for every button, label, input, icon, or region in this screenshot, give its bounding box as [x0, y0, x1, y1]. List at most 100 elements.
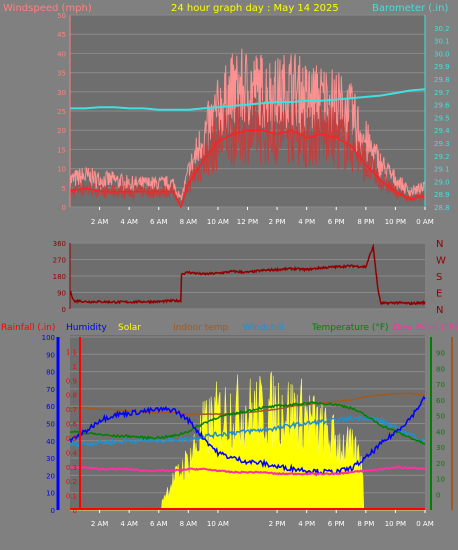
- temperature-tick-label: 30: [436, 444, 445, 452]
- temp-panel-series: [69, 371, 426, 511]
- temperature-line: [69, 401, 426, 445]
- humidity-tick-label: 90: [46, 351, 55, 359]
- barometer-tick-label: 30.2: [434, 25, 450, 33]
- temperature-tick-label: 90: [436, 350, 445, 358]
- barometer-tick-label: 29.2: [434, 153, 450, 161]
- temp-x-tick-label: 4 AM: [120, 520, 138, 528]
- wind-tick-label: 25: [57, 108, 66, 116]
- dewpoint-line: [69, 465, 426, 476]
- direction-tick-label: 0: [62, 306, 66, 314]
- humidity-tick-label: 60: [46, 403, 55, 411]
- barometer-tick-label: 28.8: [434, 204, 450, 212]
- compass-label: W: [436, 256, 446, 267]
- temp-x-tick-label: 0 AM: [416, 520, 434, 528]
- temp-x-ticks: 2 AM 4 AM 6 AM 8 AM 10 AM 2 PM 4 PM 6 PM 8 PM 10 …: [91, 510, 434, 528]
- wind-x-tick-label: 8 PM: [357, 218, 374, 226]
- direction-tick-label: 180: [53, 273, 66, 281]
- temperature-tick-label: 10: [436, 476, 445, 484]
- temperature-tick-label: 40: [436, 428, 445, 436]
- rainfall-tick-label: 1.1: [66, 348, 77, 356]
- temp-x-tick-label: 10 AM: [207, 520, 229, 528]
- humidity-tick-label: 50: [46, 421, 55, 429]
- temp-x-tick-label: 8 AM: [180, 520, 198, 528]
- wind-x-tick-label: 2 AM: [91, 218, 109, 226]
- direction-tick-label: 90: [57, 290, 66, 298]
- humidity-ticks: 0 10 20 30 40 50 60 70 80 90 100: [42, 334, 55, 515]
- rainfall-tick-label: 0.7: [66, 406, 77, 414]
- wind-tick-label: 40: [57, 50, 66, 58]
- humidity-tick-label: 70: [46, 386, 55, 394]
- wind-x-tick-label: 0 AM: [416, 218, 434, 226]
- wind-tick-label: 5: [62, 185, 66, 193]
- barometer-tick-label: 30.1: [434, 38, 450, 46]
- temp-x-tick-label: 4 PM: [298, 520, 315, 528]
- barometer-tick-label: 29.6: [434, 102, 450, 110]
- legend-indoor: Indoor temp: [173, 323, 228, 333]
- humidity-tick-label: 100: [42, 334, 55, 342]
- barometer-tick-label: 29.4: [434, 127, 450, 135]
- wind-tick-label: 35: [57, 70, 66, 78]
- barometer-tick-label: 29.0: [434, 178, 450, 186]
- temperature-tick-label: 50: [436, 413, 445, 421]
- wind-left-ticks: 0 5 10 15 20 25 30 35 40 45 50: [57, 12, 66, 212]
- rainfall-tick-label: 0.4: [66, 449, 78, 457]
- wind-tick-label: 15: [57, 146, 66, 154]
- barometer-line: [70, 88, 426, 111]
- humidity-line: [69, 395, 426, 477]
- humidity-tick-label: 80: [46, 369, 55, 377]
- direction-tick-label: 270: [53, 257, 66, 265]
- rainfall-tick-label: 0.5: [66, 435, 77, 443]
- rainfall-tick-label: 0.8: [66, 392, 77, 400]
- temperature-tick-label: 20: [436, 460, 445, 468]
- temp-x-tick-label: 6 AM: [150, 520, 168, 528]
- wind-x-tick-label: 10 AM: [207, 218, 229, 226]
- temperature-tick-label: 60: [436, 397, 445, 405]
- rainfall-tick-label: 0: [73, 507, 77, 515]
- wind-panel-series: [69, 48, 426, 210]
- wind-tick-label: 50: [57, 12, 66, 20]
- windspeed-line: [69, 97, 426, 208]
- rainfall-tick-label: 0.9: [66, 377, 77, 385]
- humidity-tick-label: 20: [46, 472, 55, 480]
- humidity-tick-label: 40: [46, 438, 55, 446]
- humidity-tick-label: 0: [51, 507, 55, 515]
- rainfall-tick-label: 0.3: [66, 464, 77, 472]
- indoor-temp-line: [69, 392, 426, 416]
- rainfall-tick-label: 1: [73, 363, 77, 371]
- temp-x-tick-label: 6 PM: [328, 520, 345, 528]
- wind-tick-label: 10: [57, 166, 66, 174]
- wind-tick-label: 20: [57, 127, 66, 135]
- legend-solar: Solar: [118, 323, 141, 333]
- compass-label: S: [436, 272, 442, 283]
- barometer-tick-label: 29.1: [434, 166, 450, 174]
- legend-rainfall: Rainfall (.in): [1, 323, 55, 333]
- barometer-tick-label: 29.5: [434, 114, 450, 122]
- windspeed-average-line: [69, 129, 426, 210]
- wind-x-tick-label: 10 PM: [385, 218, 406, 226]
- temp-x-tick-label: 2 AM: [91, 520, 109, 528]
- legend-humidity: Humidity: [66, 323, 107, 333]
- wind-direction-line: [69, 243, 426, 306]
- wind-tick-label: 30: [57, 89, 66, 97]
- chart-title: 24 hour graph day : May 14 2025: [171, 3, 339, 14]
- temperature-tick-label: 0: [436, 491, 440, 499]
- wind-x-tick-label: 12 PM: [237, 218, 258, 226]
- temperature-tick-label: 70: [436, 381, 445, 389]
- compass-label: N: [436, 305, 443, 316]
- barometer-tick-label: 29.8: [434, 76, 450, 84]
- temperature-ticks: 0 10 20 30 40 50 60 70 80 90: [436, 350, 445, 500]
- wind-panel-grid: [70, 14, 425, 208]
- temp-x-tick-label: 2 PM: [269, 520, 286, 528]
- rainfall-ticks: 0 0.1 0.2 0.3 0.4 0.5 0.6 0.7 0.8 0.9 1 1.1: [66, 348, 78, 515]
- direction-panel-grid: [70, 242, 425, 310]
- rainfall-tick-label: 0.6: [66, 421, 78, 429]
- legend-temperature: Temperature (°F): [311, 323, 389, 333]
- wind-tick-label: 45: [57, 31, 66, 39]
- barometer-tick-label: 29.3: [434, 140, 450, 148]
- temp-x-tick-label: 10 PM: [385, 520, 406, 528]
- legend-windchill: Windchill: [243, 323, 284, 333]
- barometer-tick-label: 30.0: [434, 50, 450, 58]
- wind-x-tick-label: 4 PM: [298, 218, 315, 226]
